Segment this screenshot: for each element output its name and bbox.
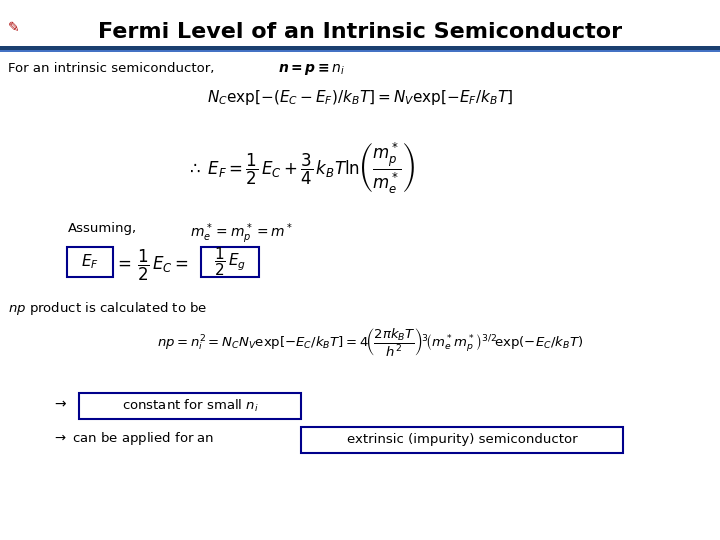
FancyBboxPatch shape [79,393,301,419]
Text: $m_e^* = m_p^* = m^*$: $m_e^* = m_p^* = m^*$ [190,222,293,246]
Text: $\mathit{np}$ product is calculated to be: $\mathit{np}$ product is calculated to b… [8,300,207,317]
FancyBboxPatch shape [301,427,623,453]
Text: $\rightarrow$: $\rightarrow$ [52,396,68,410]
Text: $\rightarrow$ can be applied for an: $\rightarrow$ can be applied for an [52,430,215,447]
Text: constant for small $n_i$: constant for small $n_i$ [122,398,258,414]
Bar [0,46,720,50]
Text: $np = n_i^2 = N_C N_V \exp[-E_C/k_B T] = 4\!\left(\dfrac{2\pi k_B T}{h^2}\right): $np = n_i^2 = N_C N_V \exp[-E_C/k_B T] =… [157,326,583,358]
Text: $\therefore\; E_F = \dfrac{1}{2}\,E_C + \dfrac{3}{4}\,k_B T \ln\!\left(\dfrac{m_: $\therefore\; E_F = \dfrac{1}{2}\,E_C + … [186,140,415,195]
FancyBboxPatch shape [67,247,113,277]
Text: $N_C \exp[-(E_C - E_F)/k_B T] = N_V \exp[-E_F/k_B T]$: $N_C \exp[-(E_C - E_F)/k_B T] = N_V \exp… [207,88,513,107]
Text: $E_F$: $E_F$ [81,253,99,271]
Text: Assuming,: Assuming, [68,222,137,235]
Text: $\dfrac{1}{2}\,E_g$: $\dfrac{1}{2}\,E_g$ [214,246,246,279]
Text: $=\,\dfrac{1}{2}\,E_C =$: $=\,\dfrac{1}{2}\,E_C =$ [114,248,189,283]
Text: Fermi Level of an Intrinsic Semiconductor: Fermi Level of an Intrinsic Semiconducto… [98,22,622,42]
Text: For an intrinsic semiconductor,: For an intrinsic semiconductor, [8,62,215,75]
Text: extrinsic (impurity) semiconductor: extrinsic (impurity) semiconductor [347,434,577,447]
Text: ✎: ✎ [8,21,20,35]
Bar [0,50,720,52]
FancyBboxPatch shape [201,247,259,277]
Text: $\boldsymbol{n = p \equiv n_i}$: $\boldsymbol{n = p \equiv n_i}$ [278,62,346,77]
